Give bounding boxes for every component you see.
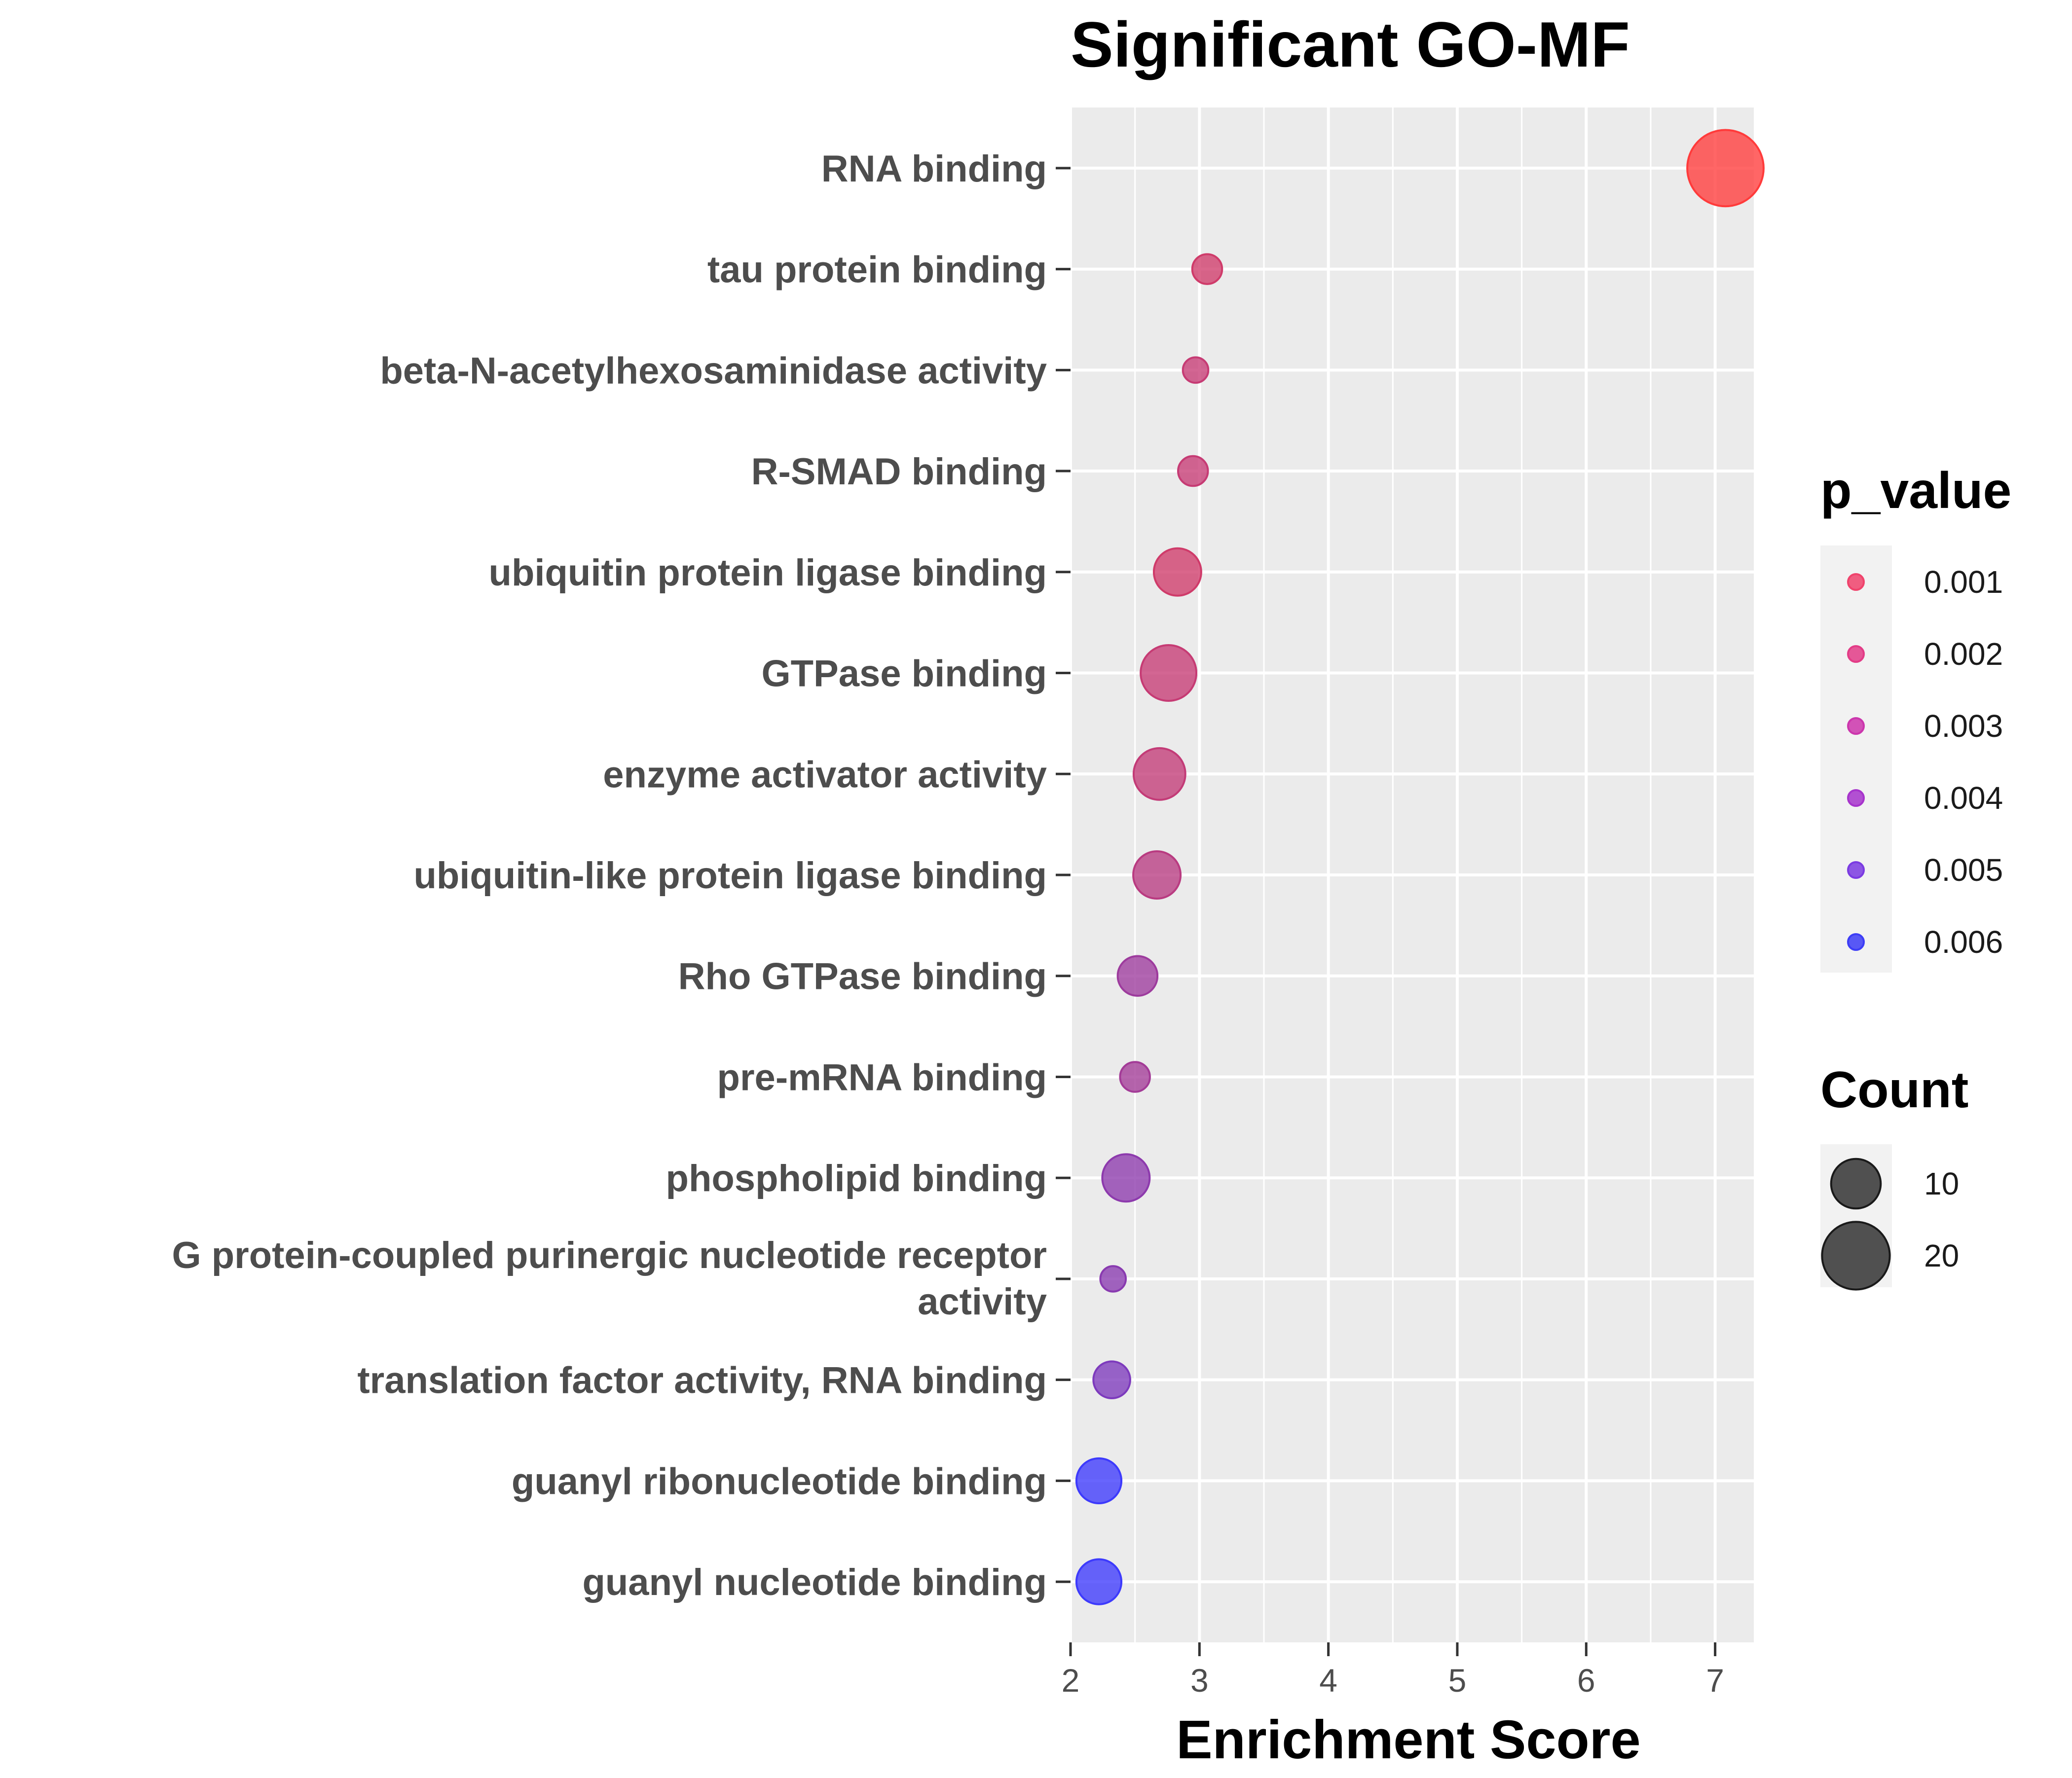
legend-p-value-key-background: [1820, 545, 1892, 973]
data-point: [1182, 356, 1210, 384]
legend-p-value-key: [1847, 645, 1865, 663]
y-tick-label: tau protein binding: [707, 249, 1047, 291]
legend-count-key: [1821, 1221, 1891, 1291]
legend-p-value-key: [1847, 933, 1865, 951]
legend-p-value-key: [1847, 573, 1865, 591]
data-point: [1152, 547, 1202, 597]
legend-count: Count 10 20: [1820, 1061, 1968, 1291]
chart-title: Significant GO-MF: [1071, 8, 1630, 80]
data-point: [1092, 1360, 1131, 1399]
data-point: [1132, 850, 1182, 900]
y-tick-label: G protein-coupled purinergic nucleotide …: [172, 1234, 1047, 1323]
legend-count-key: [1830, 1158, 1882, 1210]
y-tick-label: beta-N-acetylhexosaminidase activity: [380, 350, 1047, 392]
legend-count-label: 20: [1924, 1238, 1959, 1273]
y-tick-label: R-SMAD binding: [751, 451, 1047, 493]
legend-count-label: 10: [1924, 1166, 1959, 1201]
data-point: [1132, 747, 1186, 801]
plot-panel: [1069, 108, 1754, 1642]
x-axis-title: Enrichment Score: [1176, 1709, 1640, 1770]
data-point: [1177, 455, 1209, 487]
y-tick-label: guanyl ribonucleotide binding: [512, 1460, 1047, 1502]
data-point: [1101, 1153, 1151, 1203]
legend-p-value-key: [1847, 717, 1865, 735]
data-point: [1686, 129, 1765, 208]
legend-p-value-key: [1847, 861, 1865, 879]
y-tick-label: enzyme activator activity: [603, 754, 1047, 796]
legend-count-title: Count: [1820, 1061, 1968, 1119]
legend-p-value-title: p_value: [1820, 462, 2011, 519]
y-tick-label: RNA binding: [821, 148, 1047, 190]
data-point: [1140, 644, 1198, 702]
data-point: [1075, 1558, 1123, 1605]
x-axis-ticks: 2 3 4 5 6 7: [1062, 1642, 1724, 1699]
x-tick-label: 7: [1706, 1662, 1724, 1699]
y-axis-labels: RNA binding tau protein binding beta-N-ace…: [172, 148, 1071, 1603]
y-tick-label: GTPase binding: [762, 653, 1047, 695]
x-tick-label: 4: [1319, 1662, 1337, 1699]
legend-p-value-key: [1847, 789, 1865, 807]
data-points: [1075, 129, 1765, 1605]
legend-p-value-label: 0.002: [1924, 636, 2003, 672]
legend-p-value-label: 0.006: [1924, 924, 2003, 960]
x-tick-label: 5: [1448, 1662, 1467, 1699]
y-tick-label: pre-mRNA binding: [717, 1056, 1047, 1098]
x-tick-label: 6: [1577, 1662, 1595, 1699]
data-point: [1099, 1265, 1127, 1293]
data-point: [1191, 253, 1223, 285]
data-point: [1119, 1061, 1151, 1093]
y-tick-label: Rho GTPase binding: [678, 956, 1047, 998]
x-tick-label: 3: [1190, 1662, 1209, 1699]
y-tick-label: guanyl nucleotide binding: [582, 1561, 1047, 1603]
data-point: [1075, 1457, 1123, 1505]
legend-p-value-label: 0.004: [1924, 780, 2003, 816]
y-tick-label: ubiquitin protein ligase binding: [489, 552, 1047, 594]
y-tick-label: ubiquitin-like protein ligase binding: [413, 855, 1047, 897]
legend-p-value-label: 0.001: [1924, 564, 2003, 600]
y-tick-label: phospholipid binding: [666, 1158, 1047, 1199]
legend-p-value-label: 0.003: [1924, 708, 2003, 744]
data-point: [1116, 955, 1159, 997]
x-tick-label: 2: [1062, 1662, 1080, 1699]
y-tick-label: translation factor activity, RNA binding: [357, 1360, 1047, 1402]
legend-p-value: p_value 0.001 0.002 0.003 0.004 0.005 0.006: [1820, 462, 2011, 973]
legend-p-value-label: 0.005: [1924, 852, 2003, 888]
